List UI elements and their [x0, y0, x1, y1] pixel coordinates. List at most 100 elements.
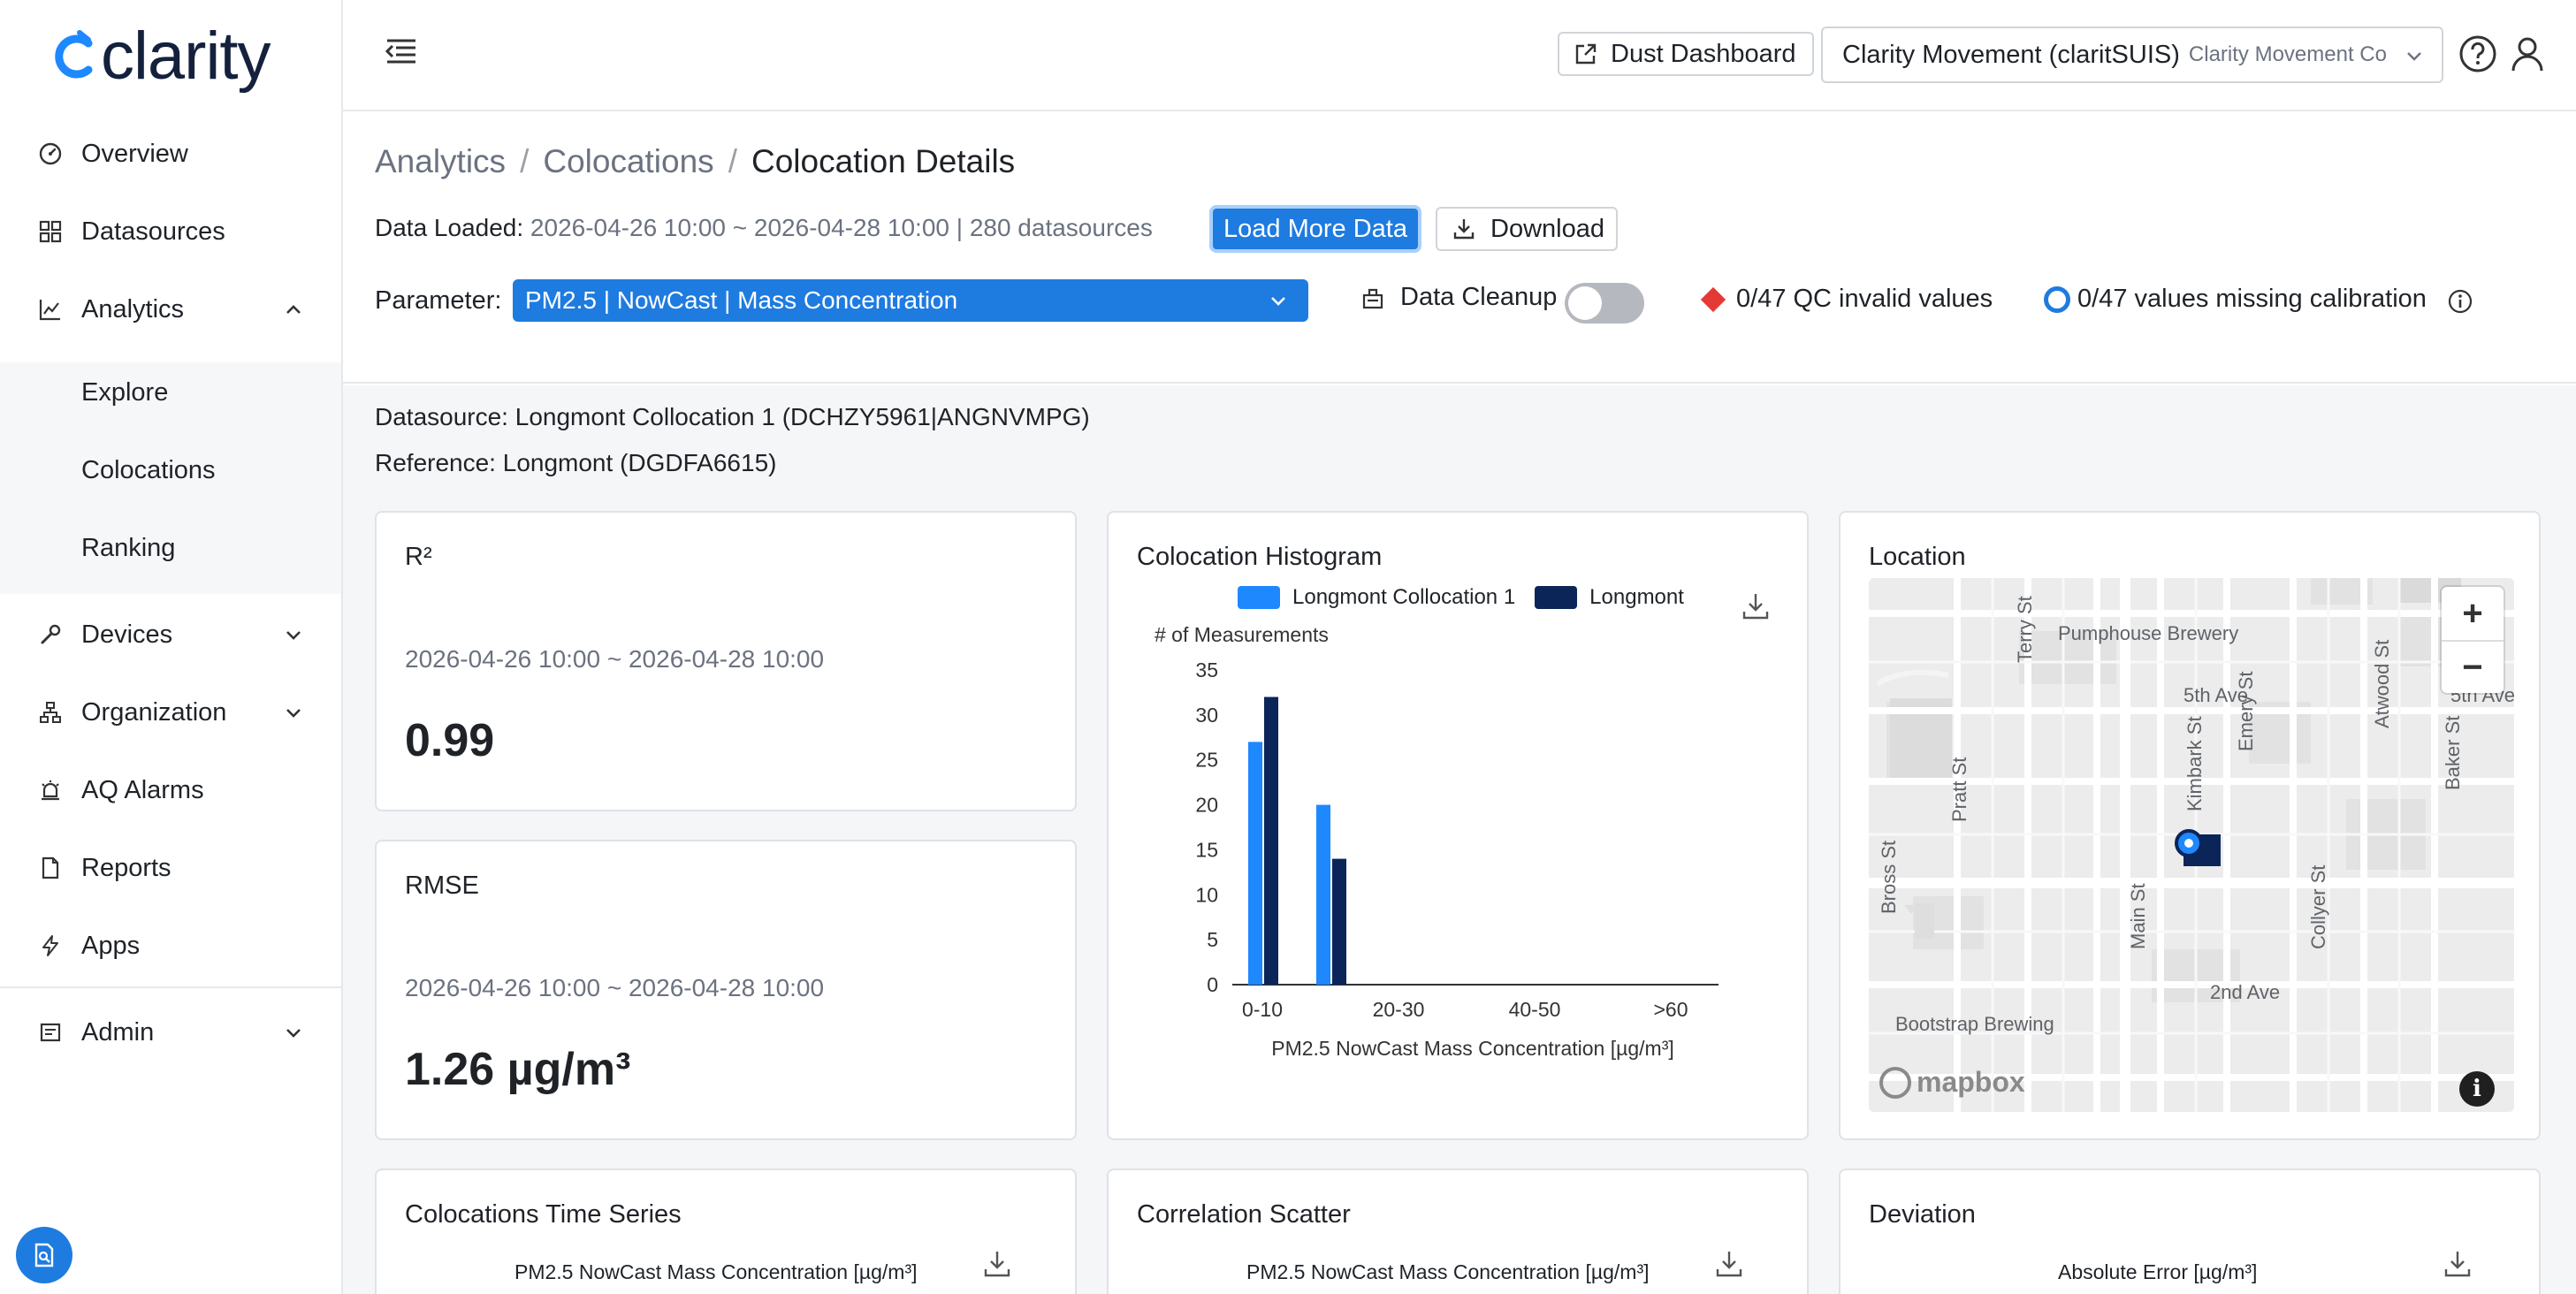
map-streets	[1869, 578, 2514, 1112]
legend-swatch	[1535, 586, 1578, 609]
histogram-card: Colocation Histogram Longmont Collocatio…	[1107, 511, 1809, 1140]
sidebar-item-overview[interactable]: Overview	[0, 126, 343, 182]
legend-item[interactable]: Longmont Collocation 1	[1238, 585, 1515, 610]
correlation-scatter-card: Correlation Scatter PM2.5 NowCast Mass C…	[1107, 1168, 1809, 1294]
card-date-range: 2026-04-26 10:00 ~ 2026-04-28 10:00	[405, 645, 825, 673]
map-attribution-info-button[interactable]: i	[2459, 1071, 2495, 1107]
mapbox-attribution: mapbox	[1917, 1066, 2025, 1098]
chevron-down-icon	[286, 709, 301, 718]
card-date-range: 2026-04-26 10:00 ~ 2026-04-28 10:00	[405, 974, 825, 1001]
document-search-icon	[34, 1243, 54, 1267]
chart-legend: Longmont Collocation 1 Longmont	[1238, 585, 1703, 610]
qc-invalid-text: 0/47 QC invalid values	[1736, 285, 1993, 313]
main-content: Datasource: Longmont Collocation 1 (DCHZ…	[343, 385, 2576, 1294]
y-tick-label: 15	[1195, 838, 1218, 861]
legend-label: Longmont	[1589, 585, 1684, 609]
sidebar-divider	[0, 986, 341, 988]
datasource-label: Datasource:	[375, 403, 508, 430]
user-icon[interactable]	[2507, 34, 2548, 74]
dust-dashboard-label: Dust Dashboard	[1611, 39, 1796, 68]
breadcrumb-analytics[interactable]: Analytics	[375, 143, 507, 179]
sidebar-item-datasources[interactable]: Datasources	[0, 203, 343, 260]
sidebar-item-apps[interactable]: Apps	[0, 917, 343, 974]
chevron-down-icon	[2407, 52, 2421, 61]
organization-select[interactable]: Clarity Movement (claritSUIS) Clarity Mo…	[1821, 27, 2443, 83]
sidebar-item-label: Organization	[81, 697, 227, 727]
chevron-down-icon	[1271, 297, 1285, 306]
data-loaded-label: Data Loaded:	[375, 214, 524, 241]
legend-swatch	[1238, 586, 1280, 609]
breadcrumb-colocations[interactable]: Colocations	[543, 143, 714, 179]
mapbox-logo[interactable]: mapbox	[1879, 1066, 2025, 1099]
sidebar-item-reports[interactable]: Reports	[0, 840, 343, 896]
zoom-out-button[interactable]: −	[2442, 640, 2504, 693]
data-cleanup-toggle[interactable]	[1565, 283, 1644, 324]
sidebar-subitem-colocations[interactable]: Colocations	[81, 456, 216, 484]
org-name: Clarity Movement (claritSUIS)	[1842, 40, 2180, 69]
sidebar-item-label: Admin	[81, 1017, 155, 1047]
sidebar-item-label: Reports	[81, 853, 171, 882]
y-axis-label: # of Measurements	[1155, 623, 1329, 646]
parameter-value: PM2.5 | NowCast | Mass Concentration	[525, 286, 958, 314]
map-label: Baker St	[2442, 715, 2464, 790]
deviation-card: Deviation Absolute Error [µg/m³]	[1839, 1168, 2541, 1294]
data-loaded-info: Data Loaded: 2026-04-26 10:00 ~ 2026-04-…	[375, 214, 1153, 242]
red-diamond-icon	[1700, 286, 1726, 312]
download-icon[interactable]	[2442, 1248, 2473, 1280]
collapse-menu-icon[interactable]	[384, 35, 419, 67]
legend-item[interactable]: Longmont	[1535, 585, 1684, 610]
sidebar-item-aq-alarms[interactable]: AQ Alarms	[0, 762, 343, 818]
histogram-bar	[1332, 858, 1346, 985]
parameter-select[interactable]: PM2.5 | NowCast | Mass Concentration	[513, 279, 1308, 322]
y-tick-label: 5	[1207, 928, 1218, 951]
map-label: Pumphouse Brewery	[2058, 622, 2239, 644]
map-label: 2nd Ave	[2210, 981, 2281, 1003]
r2-value: 0.99	[405, 715, 495, 766]
card-title: Correlation Scatter	[1137, 1200, 1351, 1229]
x-tick-label: 0-10	[1242, 998, 1283, 1021]
sidebar-item-organization[interactable]: Organization	[0, 684, 343, 741]
brand-name: clarity	[101, 18, 271, 94]
sidebar-item-devices[interactable]: Devices	[0, 606, 343, 663]
grid-icon	[37, 218, 64, 245]
sidebar-item-analytics[interactable]: Analytics	[0, 281, 343, 338]
line-chart-icon	[37, 296, 64, 323]
download-button[interactable]: Download	[1436, 207, 1618, 251]
x-tick-label: 20-30	[1373, 998, 1425, 1021]
histogram-bar	[1264, 696, 1278, 985]
sidebar: clarity Overview Datasources Analytics E…	[0, 0, 343, 1294]
sidebar-item-label: Overview	[81, 139, 188, 168]
breadcrumb-separator: /	[728, 143, 737, 179]
card-title: RMSE	[405, 872, 479, 900]
download-icon[interactable]	[1740, 590, 1772, 622]
card-title: Colocation Histogram	[1137, 543, 1383, 571]
reference-line: Reference: Longmont (DGDFA6615)	[375, 449, 776, 477]
help-icon[interactable]	[2458, 34, 2498, 74]
document-icon	[37, 855, 64, 881]
chart-subtitle: PM2.5 NowCast Mass Concentration [µg/m³]	[1246, 1260, 1650, 1283]
dust-dashboard-button[interactable]: Dust Dashboard	[1558, 32, 1814, 76]
page-title: Colocation Details	[751, 143, 1016, 179]
sidebar-subitem-ranking[interactable]: Ranking	[81, 534, 176, 562]
cleanup-icon	[1362, 288, 1383, 308]
map-label: 5th Ave	[2184, 684, 2248, 706]
clarity-logo[interactable]: clarity	[53, 18, 271, 94]
map-zoom-controls: + −	[2442, 587, 2504, 693]
help-search-button[interactable]	[16, 1227, 72, 1283]
location-map[interactable]: Pumphouse Brewery 5th Ave 5th Ave 2nd Av…	[1869, 578, 2514, 1112]
sidebar-item-label: Datasources	[81, 217, 225, 246]
x-axis-label: PM2.5 NowCast Mass Concentration [µg/m³]	[1271, 1037, 1674, 1060]
top-header: Dust Dashboard Clarity Movement (claritS…	[343, 0, 2576, 111]
location-card: Location	[1839, 511, 2541, 1140]
info-icon[interactable]	[2447, 288, 2473, 315]
r2-card: R² 2026-04-26 10:00 ~ 2026-04-28 10:00 0…	[375, 511, 1077, 811]
download-icon[interactable]	[1713, 1248, 1745, 1280]
download-icon[interactable]	[981, 1248, 1013, 1280]
sidebar-item-admin[interactable]: Admin	[0, 1004, 343, 1061]
y-tick-label: 20	[1195, 794, 1218, 817]
y-tick-label: 10	[1195, 883, 1218, 906]
sidebar-subitem-explore[interactable]: Explore	[81, 378, 169, 407]
blue-ring-icon	[2044, 285, 2070, 313]
load-more-data-button[interactable]: Load More Data	[1209, 205, 1421, 253]
zoom-in-button[interactable]: +	[2462, 593, 2483, 633]
